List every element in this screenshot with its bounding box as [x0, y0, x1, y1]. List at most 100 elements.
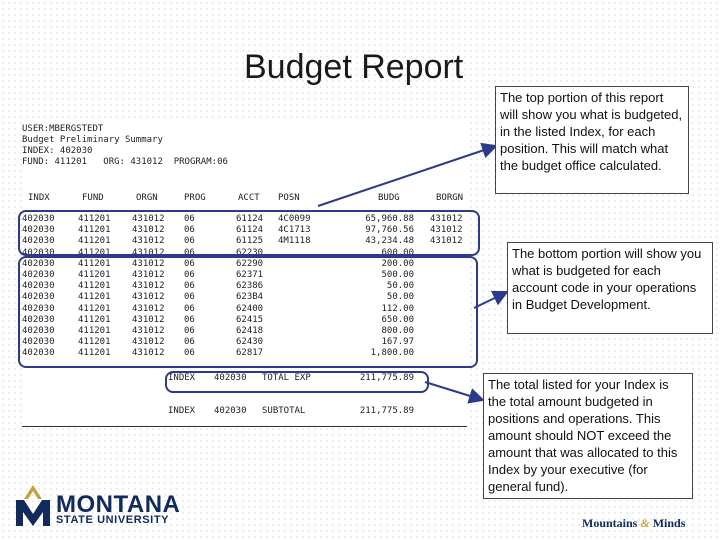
table-cell: 200.00: [381, 258, 414, 269]
report-index-line: INDEX: 402030: [22, 146, 93, 156]
total-exp-index: 402030: [214, 373, 247, 383]
report-name-line: Budget Preliminary Summary: [22, 135, 163, 145]
table-row: 402030 411201 431012 06 62386 50.00: [22, 281, 470, 292]
table-cell: 167.97: [381, 337, 414, 348]
table-cell: 61124: [236, 225, 264, 236]
col-orgn: ORGN: [136, 193, 158, 203]
top-arrow: [317, 142, 498, 207]
table-cell: 62386: [236, 281, 264, 292]
table-cell: 411201: [78, 292, 111, 303]
callout-total: The total listed for your Index is the t…: [483, 373, 693, 499]
table-cell: 402030: [22, 236, 55, 247]
total-exp-amount: 211,775.89: [359, 373, 414, 383]
table-cell: 50.00: [386, 292, 414, 303]
table-cell: 800.00: [381, 326, 414, 336]
report-divider: [22, 426, 467, 427]
bottom-arrow: [473, 290, 509, 309]
table-row: 402030 411201 431012 06 62230 600.00: [22, 248, 470, 259]
tagline-part1: Mountains: [582, 516, 638, 530]
table-cell: 402030: [22, 292, 55, 303]
tagline-ampersand: &: [640, 516, 650, 530]
col-budg: BUDG: [378, 193, 400, 203]
table-cell: 06: [184, 214, 195, 224]
table-cell: 62290: [236, 258, 264, 269]
total-exp-label: INDEX: [168, 373, 196, 383]
col-fund: FUND: [82, 193, 104, 203]
table-cell: 62430: [236, 337, 264, 348]
table-cell: 431012: [132, 348, 165, 359]
table-cell: 4C1713: [278, 225, 311, 236]
table-cell: 431012: [132, 326, 165, 336]
table-cell: 62418: [236, 326, 264, 336]
table-cell: 112.00: [381, 303, 414, 314]
table-cell: 402030: [22, 314, 55, 325]
table-cell: 431012: [132, 236, 165, 247]
table-cell: 431012: [132, 214, 165, 224]
table-cell: 402030: [22, 326, 55, 336]
table-row: 402030 411201 431012 06 623B4 50.00: [22, 292, 470, 303]
table-cell: 402030: [22, 270, 55, 280]
table-cell: 06: [184, 270, 195, 280]
subtotal-index: 402030: [214, 406, 247, 416]
slide-title: Budget Report: [244, 48, 464, 86]
table-cell: 650.00: [381, 314, 414, 325]
table-cell: 4M1118: [278, 236, 311, 247]
table-cell: 402030: [22, 281, 55, 292]
table-cell: 402030: [22, 303, 55, 314]
table-cell: 411201: [78, 225, 111, 236]
table-cell: 431012: [132, 258, 165, 269]
table-cell: 600.00: [381, 247, 414, 258]
table-cell: 431012: [132, 303, 165, 314]
table-cell: 411201: [78, 270, 111, 280]
positions-highlight: [18, 210, 480, 256]
table-row: 402030 411201 431012 06 62400 112.00: [22, 304, 470, 315]
table-cell: 431012: [132, 225, 165, 236]
subtotal-amount: 211,775.89: [359, 406, 414, 416]
table-cell: 62817: [236, 348, 264, 359]
total-arrow: [424, 381, 485, 404]
table-cell: 06: [184, 292, 195, 303]
table-cell: 411201: [78, 258, 111, 269]
table-cell: 431012: [132, 247, 165, 258]
table-cell: 402030: [22, 214, 55, 224]
col-posn: POSN: [278, 193, 300, 203]
table-cell: 431012: [132, 337, 165, 348]
table-cell: 06: [184, 337, 195, 348]
table-cell: 06: [184, 258, 195, 269]
subtotal-label: INDEX: [168, 406, 196, 416]
operations-highlight: [18, 256, 478, 368]
budget-report: USER:MBERGSTEDT Budget Preliminary Summa…: [22, 118, 470, 428]
table-cell: 402030: [22, 337, 55, 348]
table-cell: 06: [184, 236, 195, 247]
table-cell: 411201: [78, 337, 111, 348]
table-row: 402030 411201 431012 06 62817 1,800.00: [22, 348, 470, 359]
table-cell: 06: [184, 281, 195, 292]
table-row: 402030 411201 431012 06 61124 4C0099 65,960.88…: [22, 214, 470, 225]
table-cell: 06: [184, 348, 195, 359]
tagline-part2: Minds: [652, 516, 686, 530]
table-cell: 402030: [22, 258, 55, 269]
logo-name: MONTANA: [56, 491, 181, 518]
logo-subtitle: STATE UNIVERSITY: [56, 514, 170, 526]
table-cell: 61125: [236, 236, 264, 247]
table-cell: 50.00: [386, 281, 414, 292]
table-cell: 62400: [236, 303, 264, 314]
col-prog: PROG: [184, 193, 206, 203]
table-cell: 411201: [78, 281, 111, 292]
table-cell: 402030: [22, 247, 55, 258]
table-row: 402030 411201 431012 06 62415 650.00: [22, 315, 470, 326]
table-cell: 411201: [78, 314, 111, 325]
total-exp-type: TOTAL EXP: [262, 373, 311, 383]
table-cell: 402030: [22, 225, 55, 236]
table-cell: 411201: [78, 348, 111, 359]
table-cell: 623B4: [236, 292, 264, 303]
table-cell: 411201: [78, 247, 111, 258]
table-row: 402030 411201 431012 06 61124 4C1713 97,760.56…: [22, 225, 470, 236]
table-row: 402030 411201 431012 06 62290 200.00: [22, 259, 470, 270]
msu-m-icon: [16, 485, 50, 526]
table-cell: 500.00: [381, 270, 414, 280]
table-cell: 06: [184, 247, 195, 258]
table-cell: 61124: [236, 214, 264, 224]
report-fund-line: FUND: 411201 ORG: 431012 PROGRAM:06: [22, 157, 228, 167]
